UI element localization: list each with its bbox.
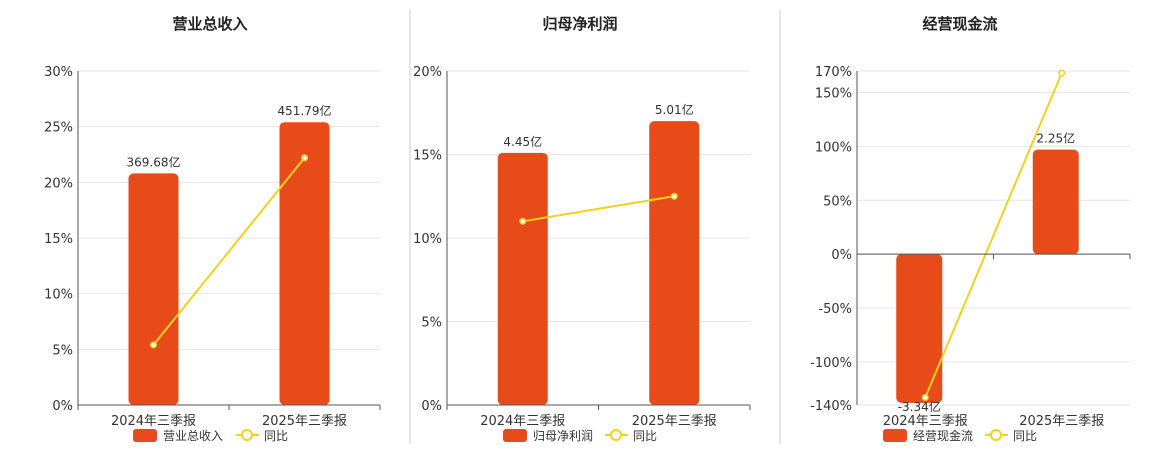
x-category-label: 2025年三季报 (1019, 414, 1104, 429)
y-tick-label: 0% (421, 399, 442, 414)
chart-operating-cashflow: 经营现金流 -3.34亿 2.25亿 -140% -100% -50% 0% 50% 100… (810, 15, 1131, 443)
legend-label-line: 同比 (1013, 429, 1037, 443)
chart-title: 经营现金流 (922, 15, 997, 33)
yoy-line (152, 157, 306, 346)
yoy-point (149, 341, 158, 349)
yoy-point (1058, 69, 1066, 77)
bar (1032, 149, 1079, 255)
bar (128, 173, 179, 405)
y-tick-label: 15% (44, 232, 73, 247)
legend-label-bar: 经营现金流 (913, 428, 973, 443)
yoy-point (670, 192, 678, 200)
bar-data-label: 369.68亿 (127, 154, 181, 169)
legend-swatch-marker (610, 429, 622, 441)
legend-swatch-marker (241, 429, 253, 441)
yoy-point (921, 393, 929, 402)
x-category-label: 2024年三季报 (480, 414, 565, 429)
y-tick-label: -100% (810, 356, 852, 371)
bar-data-label: 451.79亿 (278, 103, 332, 118)
y-tick-label: -140% (810, 399, 852, 414)
legend-swatch-bar (133, 429, 157, 442)
legend-swatch-bar (883, 429, 907, 442)
chart-revenue: 营业总收入 369.68亿 451.79亿 0% 5% 10% 15% 20% 25% 30%… (44, 15, 381, 443)
chart-title: 营业总收入 (172, 15, 247, 33)
y-tick-label: 0% (831, 248, 852, 263)
chart-title: 归母净利润 (542, 15, 617, 33)
legend-label-line: 同比 (633, 429, 657, 443)
x-category-label: 2025年三季报 (632, 414, 717, 429)
yoy-point (519, 217, 527, 225)
legend-label-bar: 归母净利润 (533, 429, 593, 443)
yoy-point (300, 154, 309, 162)
legend-label-line: 同比 (264, 429, 288, 443)
x-category-label: 2024年三季报 (883, 414, 968, 429)
bar (497, 152, 548, 405)
y-tick-label: 20% (413, 65, 442, 80)
bar-data-label: -3.34亿 (898, 399, 941, 414)
x-category-label: 2024年三季报 (111, 414, 196, 429)
bar (649, 121, 700, 405)
legend-label-bar: 营业总收入 (163, 429, 223, 443)
legend-swatch-marker (990, 429, 1002, 441)
bar-data-label: 4.45亿 (503, 134, 542, 149)
y-tick-label: 25% (44, 121, 73, 136)
chart-net-profit: 归母净利润 4.45亿 5.01亿 0% 5% 10% 15% 20% 2024年三季报 2… (413, 15, 751, 443)
bar (279, 122, 330, 406)
y-tick-label: 170% (815, 65, 852, 80)
y-tick-label: 150% (815, 87, 852, 102)
y-tick-label: 5% (421, 316, 442, 331)
y-tick-label: 10% (44, 288, 73, 303)
bar-data-label: 2.25亿 (1036, 131, 1075, 146)
legend-swatch-bar (503, 429, 527, 442)
y-tick-label: 10% (413, 232, 442, 247)
yoy-line (522, 195, 675, 223)
bar-data-label: 5.01亿 (655, 102, 694, 117)
x-category-label: 2025年三季报 (262, 414, 347, 429)
y-tick-label: 15% (413, 149, 442, 164)
y-tick-label: 100% (815, 140, 852, 155)
y-tick-label: 50% (823, 194, 852, 209)
yoy-line (924, 72, 1063, 398)
legend: 经营现金流 同比 (883, 428, 1037, 443)
y-tick-label: 0% (52, 399, 73, 414)
legend: 归母净利润 同比 (503, 429, 657, 443)
bar (896, 254, 943, 403)
y-tick-label: 5% (52, 343, 73, 358)
y-tick-label: 30% (44, 65, 73, 80)
legend: 营业总收入 同比 (133, 429, 288, 443)
y-tick-label: -50% (818, 302, 852, 317)
y-tick-label: 20% (44, 176, 73, 191)
